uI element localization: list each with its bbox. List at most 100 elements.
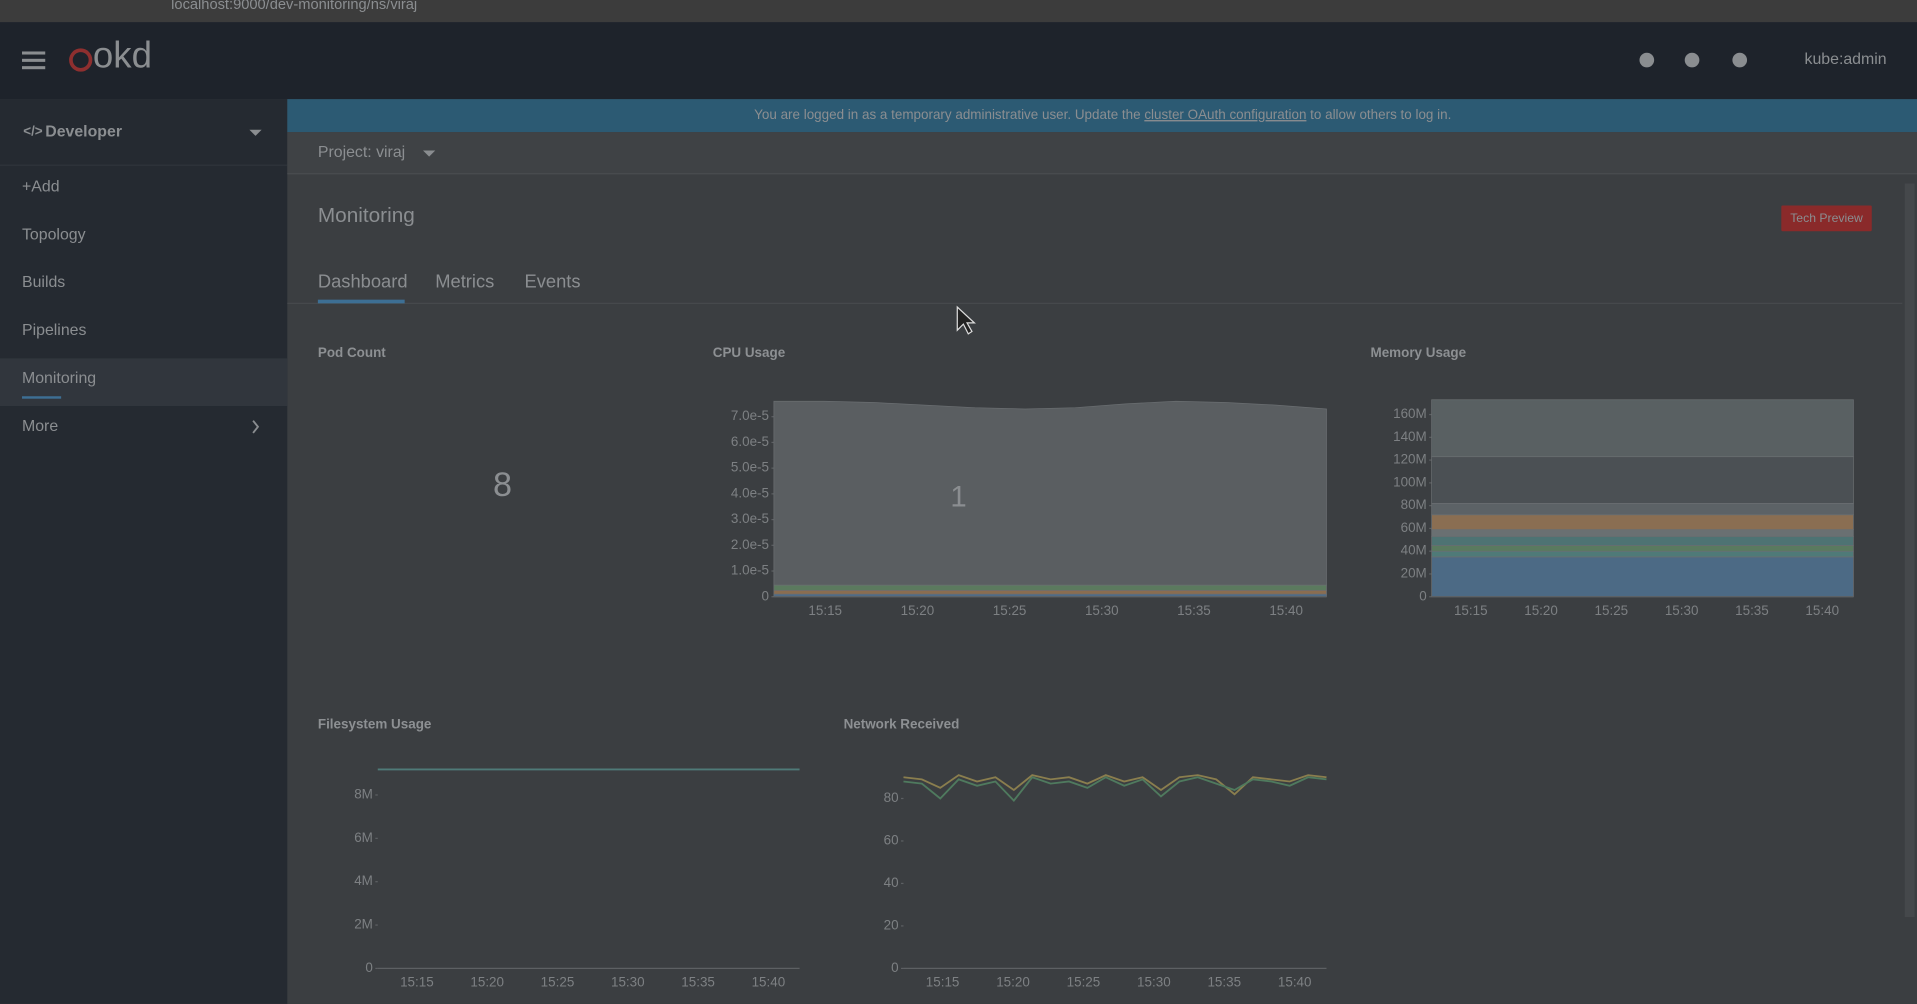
y-tick-label: 5.0e-5	[731, 460, 769, 475]
y-tick-label: 60	[884, 833, 899, 848]
area	[773, 584, 1327, 591]
y-tick-label: 120M	[1393, 452, 1427, 467]
y-tick-label: 20	[884, 917, 899, 932]
masthead	[0, 22, 1917, 100]
band	[1431, 514, 1854, 530]
y-tick-label: 2M	[354, 917, 373, 932]
x-tick-label: 15:20	[1524, 603, 1558, 618]
scrollbar[interactable]	[1904, 183, 1915, 918]
band	[1431, 550, 1854, 558]
y-tick-label: 4.0e-5	[731, 485, 769, 500]
band	[1431, 556, 1854, 598]
band	[1431, 399, 1854, 458]
banner-before: You are logged in as a temporary adminis…	[754, 107, 1140, 122]
x-tick-label: 15:15	[400, 975, 434, 990]
nav-list: +Add Topology Builds Pipelines Monitoring Mor…	[22, 178, 96, 435]
x-tick-label: 15:15	[808, 603, 842, 618]
band	[1431, 536, 1854, 546]
x-tick-label: 15:40	[1805, 603, 1839, 618]
more-chevron	[252, 420, 260, 434]
y-tick-label: 100M	[1393, 474, 1427, 489]
x-tick-label: 15:30	[1665, 603, 1699, 618]
x-tick-label: 15:15	[1454, 603, 1488, 618]
y-tick-label: 0	[1419, 588, 1426, 603]
browser-bar	[0, 0, 1917, 23]
x-tick-label: 15:30	[1085, 603, 1119, 618]
band	[1431, 545, 1854, 552]
x-tick-label: 15:15	[926, 975, 960, 990]
y-tick-label: 2.0e-5	[731, 537, 769, 552]
nav-item[interactable]: Monitoring	[22, 370, 96, 387]
active-tab-indicator	[317, 299, 405, 304]
logo-ring	[69, 48, 93, 72]
nav-item[interactable]: Pipelines	[22, 322, 86, 339]
band	[1431, 503, 1854, 516]
area	[773, 589, 1327, 595]
y-tick-label: 0	[365, 960, 372, 975]
tab[interactable]: Metrics	[435, 270, 494, 291]
caret	[423, 150, 436, 157]
user-menu[interactable]: kube:admin	[1805, 51, 1887, 68]
banner-link[interactable]: cluster OAuth configuration	[1144, 107, 1306, 122]
tabs: Dashboard Metrics Events	[318, 270, 581, 291]
x-tick-label: 15:35	[1207, 975, 1241, 990]
url[interactable]: localhost:9000/dev-monitoring/ns/viraj	[171, 0, 417, 13]
x-tick-label: 15:35	[681, 975, 715, 990]
x-tick-label: 15:35	[1735, 603, 1769, 618]
x-tick-label: 15:30	[611, 975, 645, 990]
card-title: Network Received	[844, 717, 960, 732]
add-icon[interactable]	[1684, 52, 1700, 68]
card-title: Pod Count	[318, 345, 386, 360]
y-tick-label: 6M	[354, 830, 373, 845]
banner-text: You are logged in as a temporary adminis…	[754, 107, 1451, 122]
card-title: Filesystem Usage	[318, 717, 432, 732]
logo[interactable]: okd	[93, 34, 152, 75]
line	[903, 776, 1327, 803]
pod-count: 8	[493, 466, 512, 504]
y-tick-label: 80	[884, 790, 899, 805]
banner-after: to allow others to log in.	[1310, 107, 1451, 122]
x-tick-label: 15:25	[1067, 975, 1101, 990]
y-tick-label: 40	[884, 875, 899, 890]
nav-item[interactable]: +Add	[22, 178, 60, 195]
y-tick-label: 8M	[354, 787, 373, 802]
x-tick-label: 15:20	[996, 975, 1030, 990]
nav-item[interactable]: Topology	[22, 226, 86, 243]
x-tick-label: 15:20	[470, 975, 504, 990]
y-tick-label: 7.0e-5	[731, 408, 769, 423]
y-tick-label: 0	[891, 960, 898, 975]
badge-text: Tech Preview	[1790, 211, 1863, 225]
nav-item[interactable]: More	[22, 418, 58, 435]
cursor	[956, 305, 976, 335]
help-icon[interactable]	[1732, 52, 1748, 68]
y-tick-label: 80M	[1401, 497, 1427, 512]
notification-icon[interactable]	[1639, 52, 1655, 68]
band	[1431, 456, 1854, 504]
x-tick-label: 15:25	[1595, 603, 1629, 618]
project-selector[interactable]: Project: viraj	[318, 144, 405, 161]
y-tick-label: 3.0e-5	[731, 511, 769, 526]
y-tick-label: 0	[762, 588, 769, 603]
y-tick-label: 140M	[1393, 429, 1427, 444]
tab[interactable]: Events	[524, 270, 580, 291]
tab[interactable]: Dashboard	[318, 270, 408, 291]
x-tick-label: 15:35	[1177, 603, 1211, 618]
badge	[1781, 205, 1872, 232]
x-tick-label: 15:40	[1269, 603, 1303, 618]
y-tick-label: 20M	[1401, 566, 1427, 581]
perspective-switcher[interactable]: Developer	[45, 123, 122, 140]
y-tick-label: 6.0e-5	[731, 434, 769, 449]
overlay-number: 1	[950, 481, 966, 514]
charts: 0 1.0e-5 2.0e-5 3.0e-5 4.0e-5 5.0e-5 6.0e-5 7.0…	[354, 399, 1854, 990]
nav-item[interactable]: Builds	[22, 274, 65, 291]
active-nav-indicator	[22, 396, 62, 399]
band	[1431, 529, 1854, 537]
menu-toggle[interactable]	[22, 51, 46, 70]
code-icon: </>	[23, 124, 43, 139]
x-tick-label: 15:25	[993, 603, 1027, 618]
line	[903, 774, 1327, 796]
x-tick-label: 15:25	[541, 975, 575, 990]
